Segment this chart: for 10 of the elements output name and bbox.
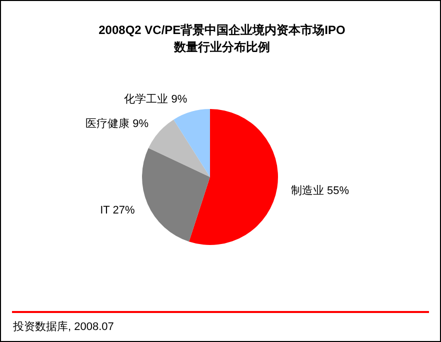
slice-label: 化学工业 9% [124, 92, 188, 106]
slice-label: 医疗健康 9% [86, 116, 149, 130]
chart-title: 2008Q2 VC/PE背景中国企业境内资本市场IPO 数量行业分布比例 [98, 23, 346, 54]
pie-slice [188, 109, 278, 245]
text: 投资数据库, 2008.07 [12, 320, 114, 333]
pie-slice [174, 109, 210, 177]
slice-label: 制造业 55% [290, 184, 350, 197]
slice-label: IT 27% [100, 204, 135, 217]
pie-slice [142, 148, 210, 242]
pie-slice [148, 120, 210, 177]
